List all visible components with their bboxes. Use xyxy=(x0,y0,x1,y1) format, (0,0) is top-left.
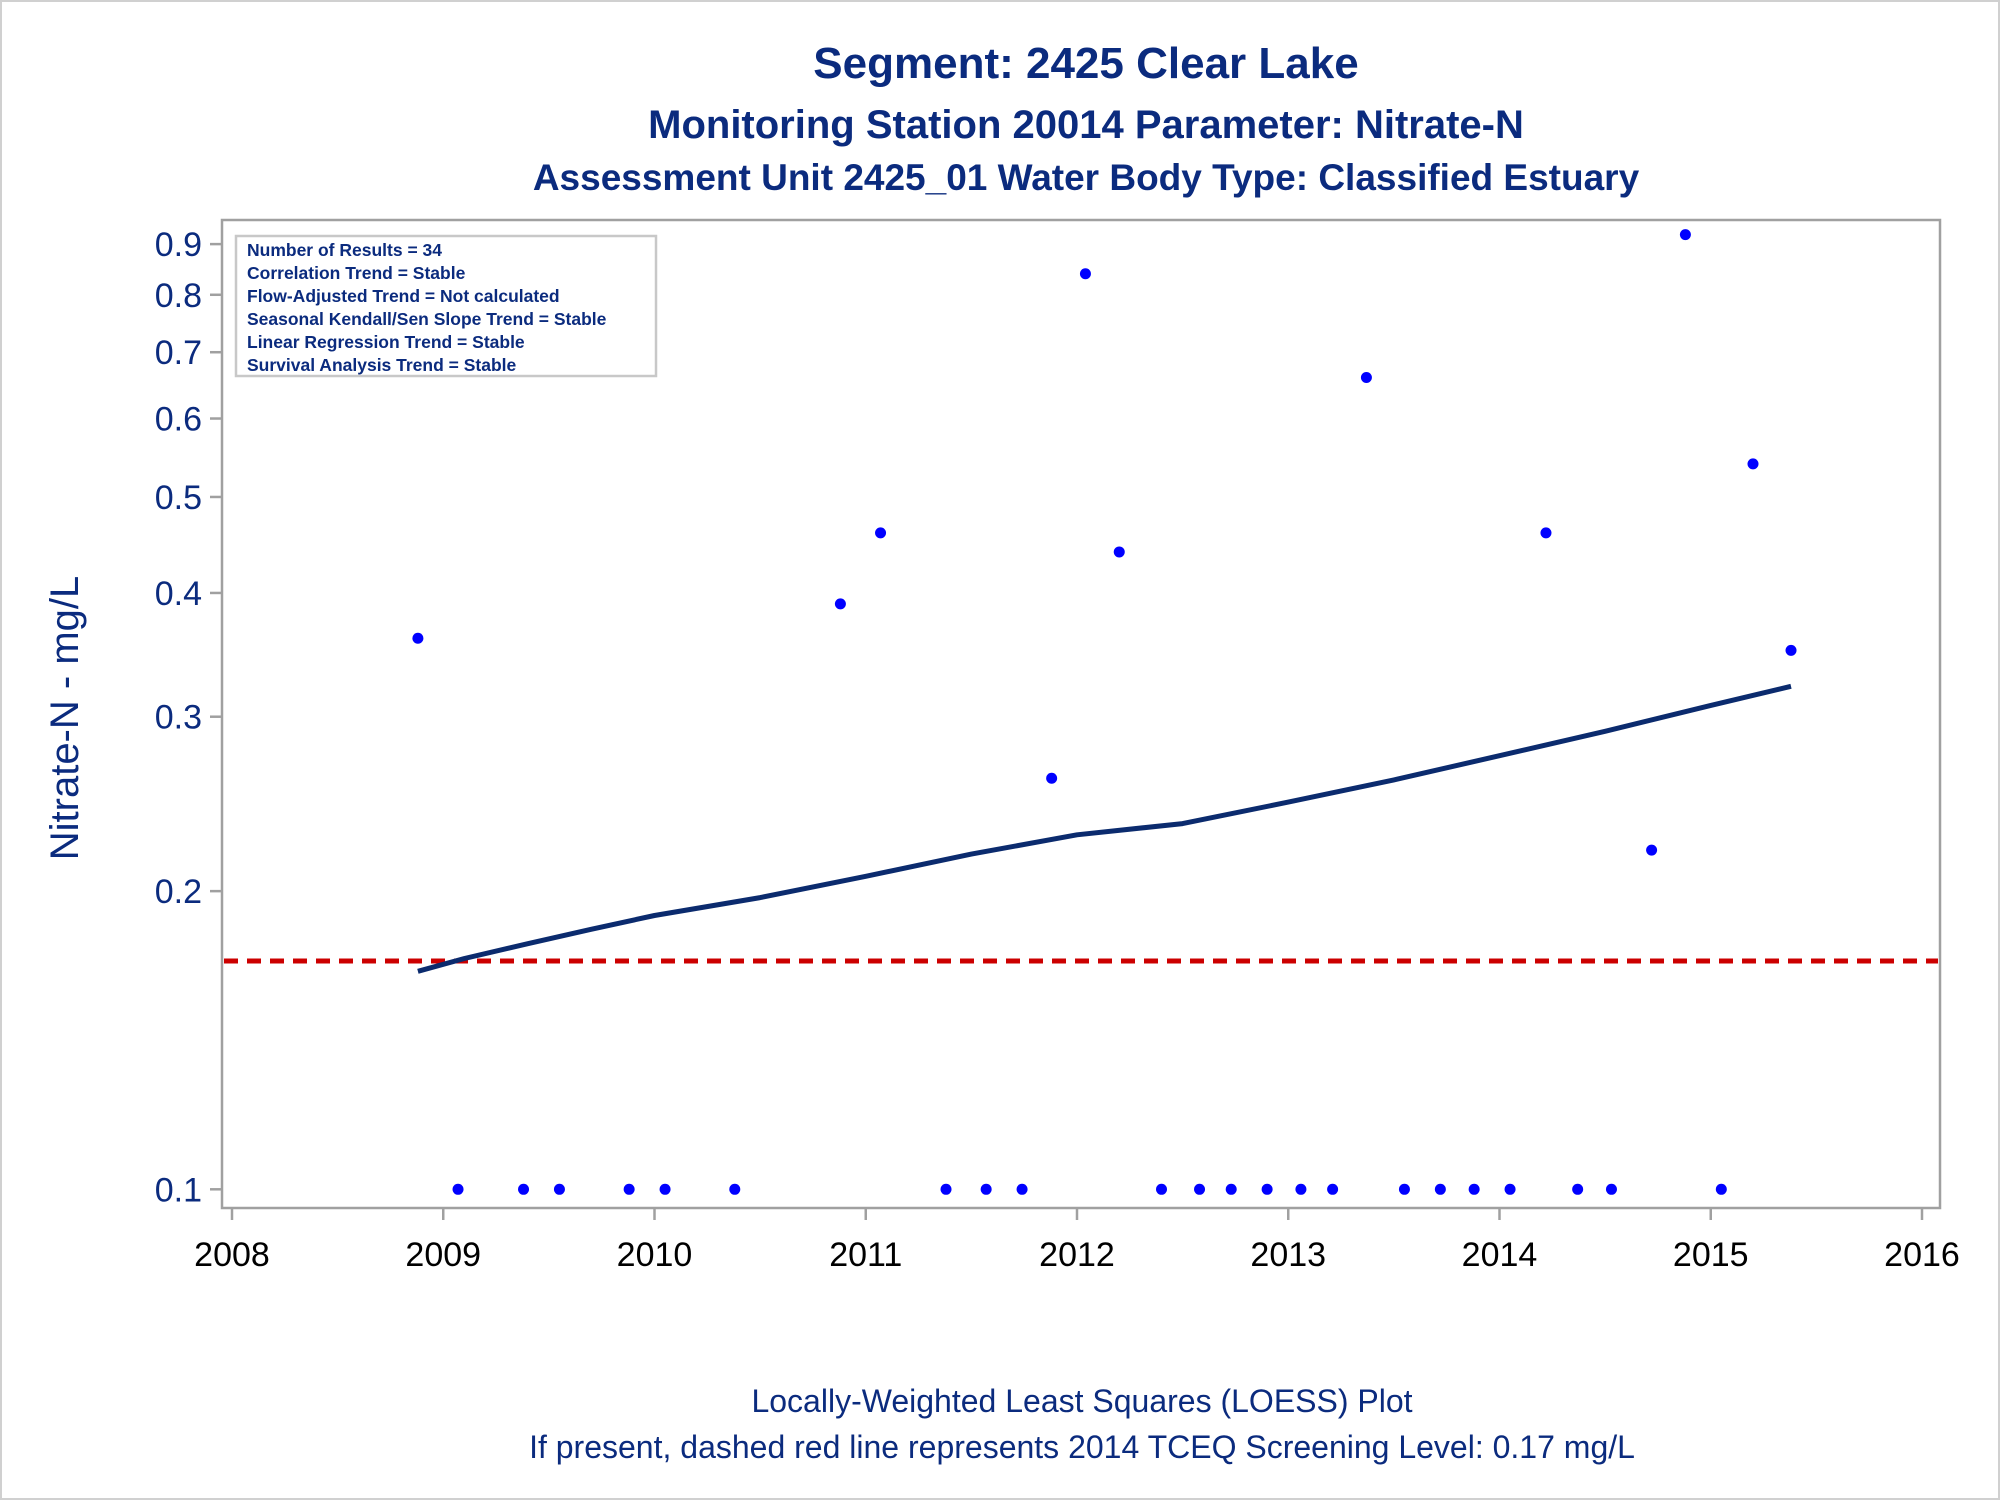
data-point xyxy=(1225,1183,1237,1195)
x-axis: 2008 2009 2010 2011 2012 2013 2014 2015 2016 xyxy=(194,1208,1960,1274)
stats-box-border xyxy=(234,234,658,378)
data-point xyxy=(1398,1183,1410,1195)
data-point xyxy=(1679,229,1691,241)
data-point xyxy=(1504,1183,1516,1195)
x-tick-label: 2015 xyxy=(1673,1236,1749,1274)
data-point xyxy=(518,1183,530,1195)
data-point xyxy=(1360,372,1372,384)
data-point xyxy=(834,598,846,610)
x-tick-label: 2008 xyxy=(194,1236,270,1274)
data-point xyxy=(1572,1183,1584,1195)
footnote-screening: If present, dashed red line represents 2… xyxy=(529,1429,1635,1465)
x-tick-label: 2014 xyxy=(1462,1236,1538,1274)
chart-subtitle-2: Assessment Unit 2425_01 Water Body Type:… xyxy=(533,157,1640,198)
data-point xyxy=(1327,1183,1339,1195)
data-point xyxy=(553,1183,565,1195)
data-point xyxy=(1468,1183,1480,1195)
stats-line: Flow-Adjusted Trend = Not calculated xyxy=(247,286,560,306)
y-tick-label: 0.9 xyxy=(155,226,202,264)
data-point xyxy=(729,1183,741,1195)
y-tick-label: 0.8 xyxy=(155,277,202,315)
y-tick-label: 0.4 xyxy=(155,575,202,613)
data-point xyxy=(659,1183,671,1195)
y-tick-label: 0.1 xyxy=(155,1171,202,1209)
y-tick-label: 0.7 xyxy=(155,334,202,372)
stats-box: Number of Results = 34 Correlation Trend… xyxy=(234,234,658,378)
x-tick-label: 2012 xyxy=(1039,1236,1115,1274)
x-tick-label: 2011 xyxy=(829,1236,902,1274)
data-point xyxy=(623,1183,635,1195)
plot-area xyxy=(220,218,1942,1210)
data-point xyxy=(412,632,424,644)
y-tick-label: 0.6 xyxy=(155,401,202,439)
stats-line: Number of Results = 34 xyxy=(247,240,442,260)
data-point xyxy=(875,527,887,539)
loess-line xyxy=(417,683,1792,974)
y-tick-label: 0.2 xyxy=(155,873,202,911)
data-point xyxy=(1747,458,1759,470)
data-point xyxy=(980,1183,992,1195)
y-axis-label: Nitrate-N - mg/L xyxy=(43,576,87,861)
loess-layer xyxy=(417,683,1792,974)
data-point xyxy=(1156,1183,1167,1195)
data-point xyxy=(1261,1183,1273,1195)
data-point xyxy=(940,1183,952,1195)
data-point xyxy=(1646,844,1658,856)
y-tick-label: 0.5 xyxy=(155,479,202,517)
chart-subtitle: Monitoring Station 20014 Parameter: Nitr… xyxy=(648,103,1524,147)
data-point xyxy=(1715,1183,1727,1195)
y-tick-label: 0.3 xyxy=(155,699,202,737)
data-point xyxy=(1016,1183,1028,1195)
data-point xyxy=(452,1183,464,1195)
data-point xyxy=(1194,1183,1206,1195)
data-point xyxy=(1046,772,1058,784)
data-point xyxy=(1605,1183,1617,1195)
stats-line: Survival Analysis Trend = Stable xyxy=(247,355,517,375)
footnote-method: Locally-Weighted Least Squares (LOESS) P… xyxy=(751,1383,1412,1419)
x-tick-label: 2013 xyxy=(1250,1236,1326,1274)
y-axis: 0.1 0.2 0.3 0.4 0.5 0.6 0.7 0.8 0.9 xyxy=(155,226,222,1209)
data-point xyxy=(1434,1183,1446,1195)
data-point xyxy=(1295,1183,1307,1195)
data-point xyxy=(1540,527,1552,539)
data-point xyxy=(1079,268,1091,280)
stats-line: Linear Regression Trend = Stable xyxy=(247,332,525,352)
data-points-layer xyxy=(412,229,1797,1195)
x-tick-label: 2010 xyxy=(617,1236,693,1274)
x-tick-label: 2009 xyxy=(405,1236,481,1274)
chart-title: Segment: 2425 Clear Lake xyxy=(813,39,1358,88)
stats-line: Seasonal Kendall/Sen Slope Trend = Stabl… xyxy=(247,309,607,329)
data-point xyxy=(1785,644,1797,656)
x-tick-label: 2016 xyxy=(1884,1236,1960,1274)
data-point xyxy=(1113,546,1125,558)
stats-line: Correlation Trend = Stable xyxy=(247,263,466,283)
